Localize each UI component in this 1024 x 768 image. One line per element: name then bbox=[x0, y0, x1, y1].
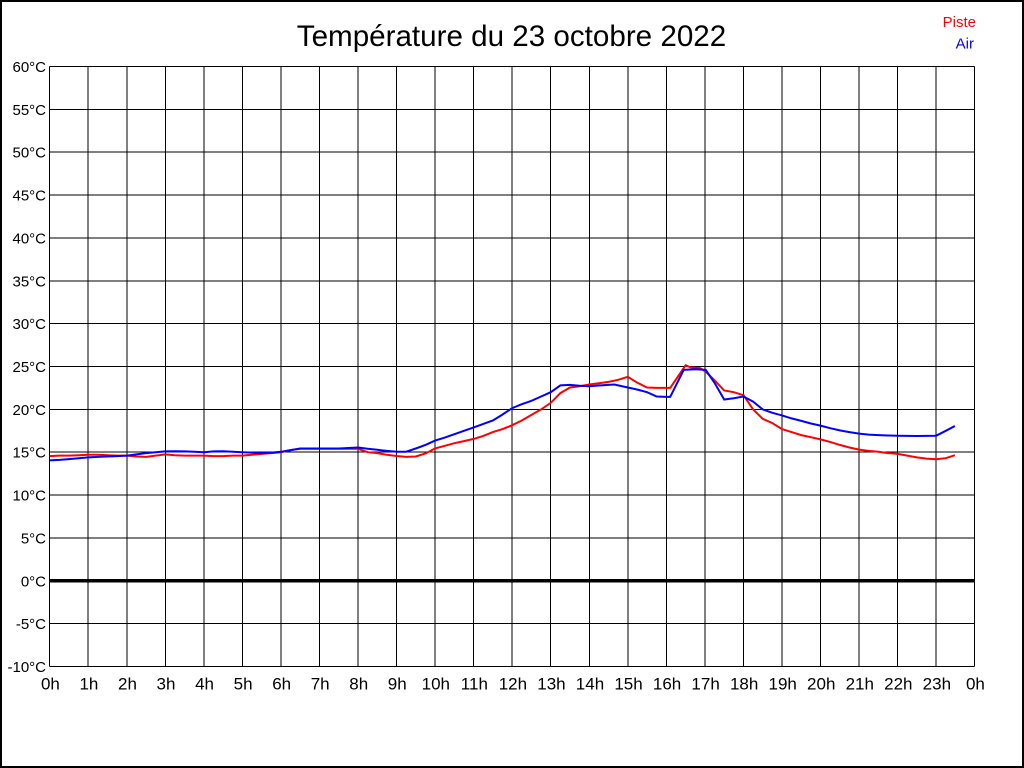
svg-text:5°C: 5°C bbox=[21, 530, 46, 547]
svg-text:50°C: 50°C bbox=[12, 145, 46, 162]
svg-text:0°C: 0°C bbox=[21, 573, 46, 590]
svg-text:17h: 17h bbox=[691, 675, 719, 694]
svg-text:45°C: 45°C bbox=[12, 188, 46, 205]
svg-text:25°C: 25°C bbox=[12, 359, 46, 376]
svg-text:8h: 8h bbox=[349, 675, 368, 694]
svg-text:22h: 22h bbox=[884, 675, 912, 694]
svg-text:10°C: 10°C bbox=[12, 488, 46, 505]
svg-text:13h: 13h bbox=[537, 675, 565, 694]
svg-text:20h: 20h bbox=[807, 675, 835, 694]
svg-text:11h: 11h bbox=[461, 675, 488, 694]
svg-text:55°C: 55°C bbox=[12, 102, 46, 119]
svg-text:20°C: 20°C bbox=[12, 402, 46, 419]
svg-text:18h: 18h bbox=[730, 675, 758, 694]
svg-text:Température du 23 octobre 2022: Température du 23 octobre 2022 bbox=[297, 20, 726, 53]
svg-text:-10°C: -10°C bbox=[7, 659, 46, 676]
svg-text:-5°C: -5°C bbox=[16, 616, 46, 633]
svg-text:0h: 0h bbox=[966, 675, 985, 694]
svg-text:60°C: 60°C bbox=[12, 59, 46, 76]
svg-text:Air: Air bbox=[956, 36, 974, 53]
svg-text:1h: 1h bbox=[79, 675, 98, 694]
svg-text:23h: 23h bbox=[923, 675, 951, 694]
svg-text:6h: 6h bbox=[272, 675, 291, 694]
svg-text:14h: 14h bbox=[576, 675, 604, 694]
svg-text:Piste: Piste bbox=[943, 14, 976, 31]
svg-text:21h: 21h bbox=[846, 675, 874, 694]
svg-text:19h: 19h bbox=[769, 675, 797, 694]
svg-text:4h: 4h bbox=[195, 675, 214, 694]
svg-text:35°C: 35°C bbox=[12, 273, 46, 290]
svg-text:3h: 3h bbox=[157, 675, 176, 694]
svg-text:40°C: 40°C bbox=[12, 230, 46, 247]
svg-text:0h: 0h bbox=[41, 675, 60, 694]
svg-text:9h: 9h bbox=[388, 675, 407, 694]
svg-text:5h: 5h bbox=[234, 675, 253, 694]
svg-text:10h: 10h bbox=[422, 675, 450, 694]
svg-text:16h: 16h bbox=[653, 675, 681, 694]
svg-text:15°C: 15°C bbox=[12, 445, 46, 462]
svg-text:30°C: 30°C bbox=[12, 316, 46, 333]
svg-text:15h: 15h bbox=[614, 675, 642, 694]
svg-text:12h: 12h bbox=[499, 675, 527, 694]
svg-text:2h: 2h bbox=[118, 675, 137, 694]
svg-text:7h: 7h bbox=[311, 675, 330, 694]
